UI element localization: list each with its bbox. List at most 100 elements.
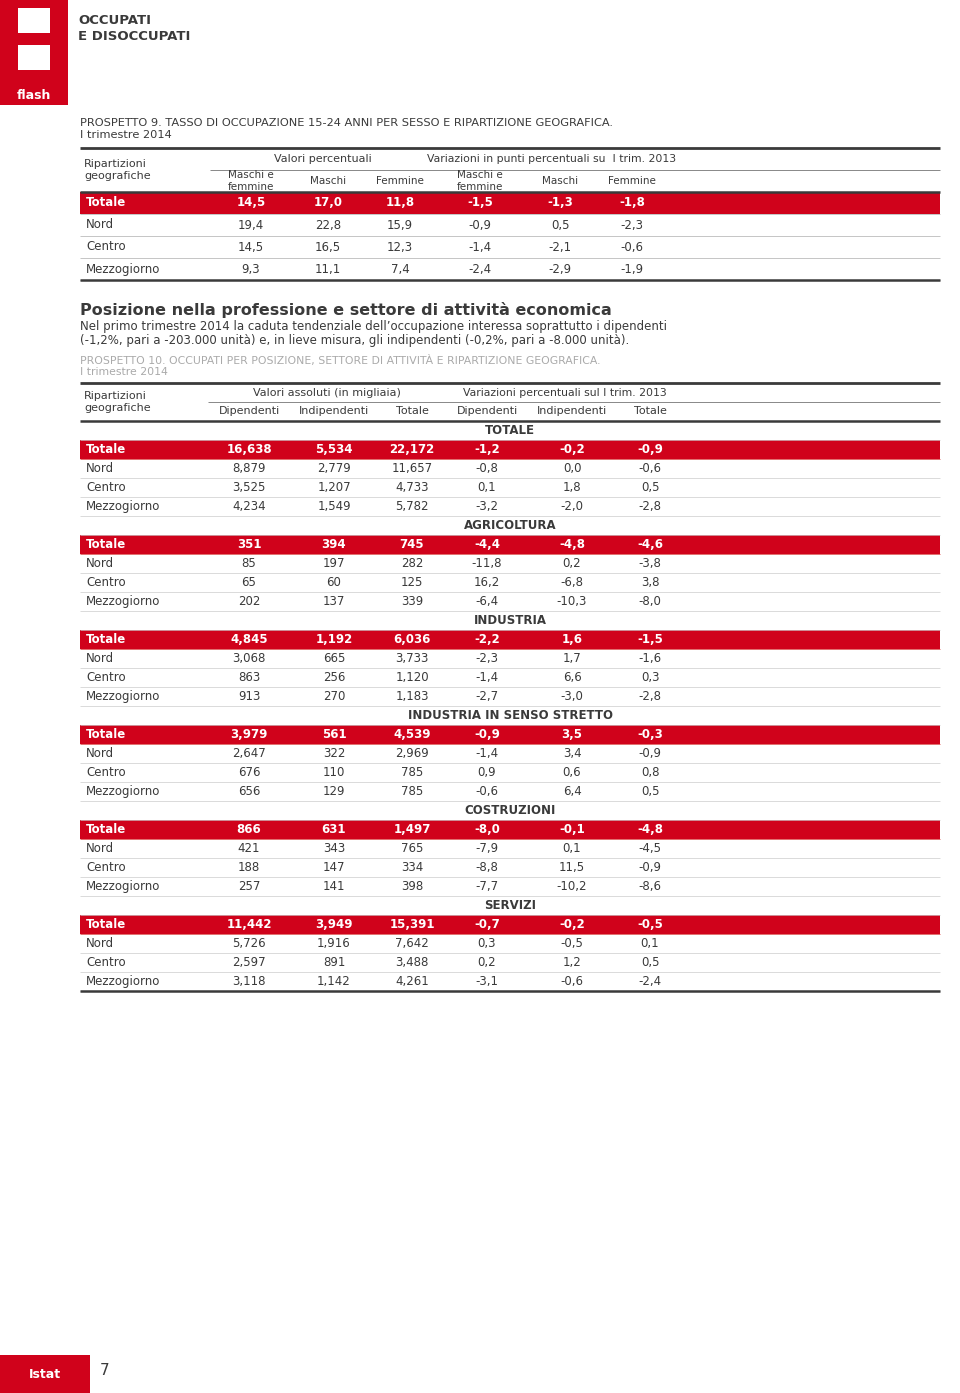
- Text: -2,4: -2,4: [468, 262, 492, 276]
- Text: -4,4: -4,4: [474, 538, 500, 552]
- Text: I trimestre 2014: I trimestre 2014: [80, 130, 172, 141]
- Text: Nel primo trimestre 2014 la caduta tendenziale dell’occupazione interessa soprat: Nel primo trimestre 2014 la caduta tende…: [80, 320, 667, 333]
- Text: 3,118: 3,118: [232, 975, 266, 988]
- Text: 0,5: 0,5: [551, 219, 569, 231]
- Text: Variazioni percentuali sul I trim. 2013: Variazioni percentuali sul I trim. 2013: [463, 387, 667, 397]
- Text: 16,638: 16,638: [227, 443, 272, 456]
- Text: -2,8: -2,8: [638, 690, 661, 703]
- Text: 2,969: 2,969: [396, 747, 429, 761]
- Bar: [50, 8, 60, 70]
- Text: 7,4: 7,4: [391, 262, 409, 276]
- Text: -2,7: -2,7: [475, 690, 498, 703]
- Text: Totale: Totale: [86, 632, 127, 646]
- Text: OCCUPATI: OCCUPATI: [78, 14, 151, 26]
- Text: -0,5: -0,5: [637, 918, 663, 931]
- Text: Dipendenti: Dipendenti: [218, 407, 279, 417]
- Text: 676: 676: [238, 766, 260, 779]
- Text: -0,9: -0,9: [638, 861, 661, 873]
- Text: 4,845: 4,845: [230, 632, 268, 646]
- Text: Centro: Centro: [86, 575, 126, 589]
- Bar: [80, 630, 940, 649]
- Text: 4,733: 4,733: [396, 481, 429, 495]
- Text: Maschi e
femmine: Maschi e femmine: [228, 170, 275, 192]
- Text: 785: 785: [401, 786, 423, 798]
- Text: 343: 343: [323, 841, 346, 855]
- Text: 4,261: 4,261: [396, 975, 429, 988]
- Text: -7,9: -7,9: [475, 841, 498, 855]
- Text: 0,5: 0,5: [640, 956, 660, 970]
- Text: -1,5: -1,5: [637, 632, 663, 646]
- Text: -1,4: -1,4: [475, 671, 498, 684]
- Text: Mezzogiorno: Mezzogiorno: [86, 786, 160, 798]
- Text: 7,642: 7,642: [396, 937, 429, 950]
- Text: 15,391: 15,391: [389, 918, 435, 931]
- Bar: [8, 8, 60, 70]
- Text: 891: 891: [323, 956, 346, 970]
- Text: -1,8: -1,8: [619, 196, 645, 209]
- Text: Totale: Totale: [86, 918, 127, 931]
- Text: Ripartizioni
geografiche: Ripartizioni geografiche: [84, 159, 151, 181]
- Text: -6,8: -6,8: [561, 575, 584, 589]
- Bar: [80, 915, 940, 933]
- Text: Femmine: Femmine: [376, 176, 424, 187]
- Text: 0,0: 0,0: [563, 462, 581, 475]
- Text: 17,0: 17,0: [314, 196, 343, 209]
- Text: 394: 394: [322, 538, 347, 552]
- Text: Mezzogiorno: Mezzogiorno: [86, 262, 160, 276]
- Text: 3,949: 3,949: [315, 918, 352, 931]
- Text: 863: 863: [238, 671, 260, 684]
- Text: Nord: Nord: [86, 462, 114, 475]
- Text: Nord: Nord: [86, 937, 114, 950]
- Text: 256: 256: [323, 671, 346, 684]
- Text: Totale: Totale: [86, 729, 127, 741]
- Text: -1,9: -1,9: [620, 262, 643, 276]
- Text: -0,6: -0,6: [638, 462, 661, 475]
- Text: 4,234: 4,234: [232, 500, 266, 513]
- Text: Centro: Centro: [86, 671, 126, 684]
- Text: 0,2: 0,2: [563, 557, 582, 570]
- Text: Totale: Totale: [86, 196, 127, 209]
- Text: -3,8: -3,8: [638, 557, 661, 570]
- Text: Nord: Nord: [86, 219, 114, 231]
- Text: Indipendenti: Indipendenti: [299, 407, 370, 417]
- Text: -1,5: -1,5: [468, 196, 492, 209]
- Text: Valori assoluti (in migliaia): Valori assoluti (in migliaia): [253, 387, 401, 397]
- Text: TOTALE: TOTALE: [485, 423, 535, 437]
- Text: Centro: Centro: [86, 241, 126, 254]
- Text: PROSPETTO 9. TASSO DI OCCUPAZIONE 15-24 ANNI PER SESSO E RIPARTIZIONE GEOGRAFICA: PROSPETTO 9. TASSO DI OCCUPAZIONE 15-24 …: [80, 118, 613, 128]
- Text: -8,0: -8,0: [638, 595, 661, 607]
- Text: -4,8: -4,8: [559, 538, 585, 552]
- Text: 1,916: 1,916: [317, 937, 350, 950]
- Text: 339: 339: [401, 595, 423, 607]
- Text: 257: 257: [238, 880, 260, 893]
- Text: 2,647: 2,647: [232, 747, 266, 761]
- Text: 1,549: 1,549: [317, 500, 350, 513]
- Bar: [8, 8, 18, 70]
- Bar: [8, 33, 60, 45]
- Text: -10,3: -10,3: [557, 595, 588, 607]
- Text: 665: 665: [323, 652, 346, 664]
- Text: Valori percentuali: Valori percentuali: [275, 155, 372, 164]
- Text: 3,4: 3,4: [563, 747, 582, 761]
- Text: -0,8: -0,8: [475, 462, 498, 475]
- Text: 1,8: 1,8: [563, 481, 582, 495]
- Text: 631: 631: [322, 823, 347, 836]
- Text: 1,183: 1,183: [396, 690, 429, 703]
- Text: 3,068: 3,068: [232, 652, 266, 664]
- Text: 5,782: 5,782: [396, 500, 429, 513]
- Text: 4,539: 4,539: [394, 729, 431, 741]
- Text: Centro: Centro: [86, 861, 126, 873]
- Text: 1,7: 1,7: [563, 652, 582, 664]
- Text: 0,3: 0,3: [478, 937, 496, 950]
- Text: 22,172: 22,172: [390, 443, 435, 456]
- Text: 334: 334: [401, 861, 423, 873]
- Text: 0,5: 0,5: [640, 481, 660, 495]
- Text: 398: 398: [401, 880, 423, 893]
- Text: -0,2: -0,2: [559, 443, 585, 456]
- Bar: [80, 724, 940, 744]
- Text: 16,5: 16,5: [315, 241, 341, 254]
- Text: 765: 765: [401, 841, 423, 855]
- Text: Nord: Nord: [86, 747, 114, 761]
- Text: 1,6: 1,6: [562, 632, 583, 646]
- Text: Mezzogiorno: Mezzogiorno: [86, 595, 160, 607]
